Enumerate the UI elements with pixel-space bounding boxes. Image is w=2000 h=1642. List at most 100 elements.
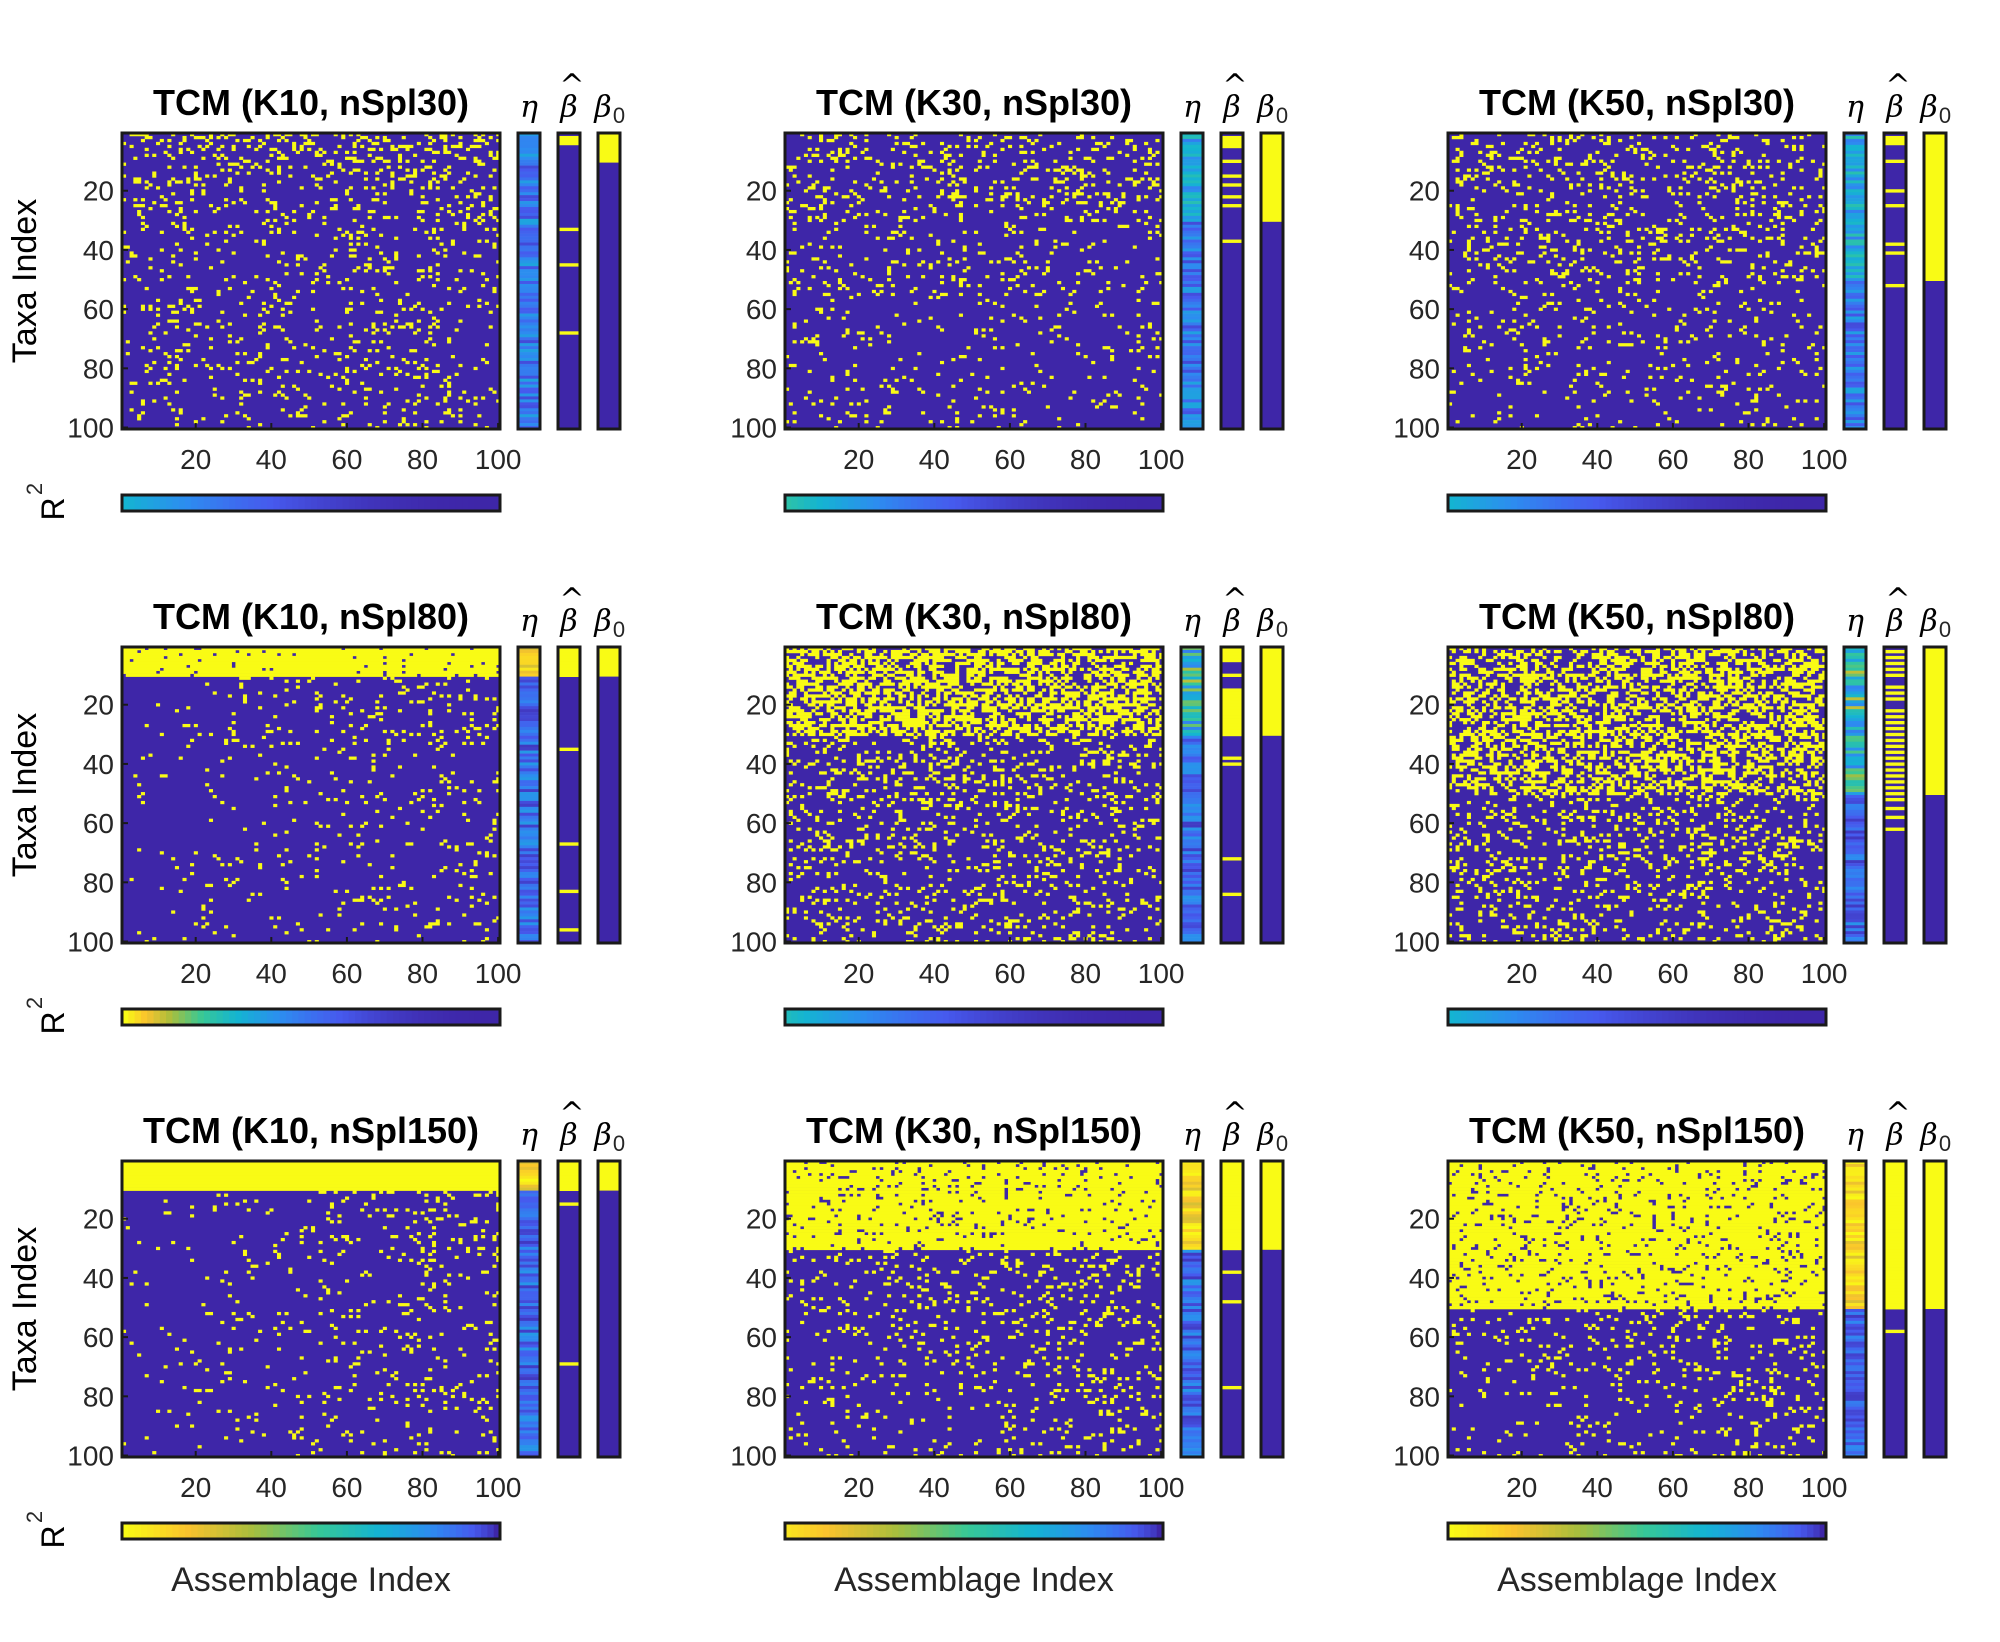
heatmap-cell <box>890 162 895 166</box>
heatmap-cell <box>1094 703 1100 707</box>
heatmap-cell <box>913 726 918 731</box>
heatmap-cell <box>894 718 926 722</box>
heatmap-cell <box>273 762 278 766</box>
heatmap-cell <box>1068 723 1073 728</box>
heatmap-cell <box>913 153 918 157</box>
heatmap-cell <box>977 283 982 288</box>
heatmap-cell <box>224 183 229 187</box>
heatmap-cell <box>1151 369 1156 374</box>
heatmap-cell <box>1667 218 1672 223</box>
heatmap-cell <box>227 883 232 888</box>
heatmap-cell <box>156 322 161 326</box>
heatmap-cell <box>1004 741 1009 745</box>
heatmap-cell <box>337 417 342 421</box>
heatmap-cell <box>905 251 911 255</box>
heatmap-cell <box>322 150 327 155</box>
heatmap-cell <box>788 797 793 802</box>
heatmap-cell <box>841 679 858 683</box>
heatmap-cell <box>1466 168 1471 172</box>
heatmap-cell <box>1463 177 1468 181</box>
heatmap-cell <box>1689 334 1694 338</box>
heatmap-cell <box>367 895 372 899</box>
heatmap-cell <box>258 378 263 382</box>
heatmap-cell <box>276 230 282 234</box>
heatmap-cell <box>333 180 338 184</box>
heatmap-cell <box>496 771 501 775</box>
heatmap-cell <box>1117 694 1126 698</box>
heatmap-cell <box>337 144 342 149</box>
heatmap-cell <box>1121 750 1126 754</box>
heatmap-cell <box>1640 340 1645 344</box>
heatmap-cell <box>454 372 459 377</box>
heatmap-cell <box>1512 319 1517 323</box>
eta-bar-cell <box>518 313 540 317</box>
eta-bar-cell <box>1181 227 1203 231</box>
heatmap-cell <box>439 242 444 246</box>
beta-hat-cell <box>1884 138 1906 143</box>
heatmap-cell <box>386 738 391 743</box>
heatmap-cell <box>239 230 244 234</box>
heatmap-cell <box>424 366 429 371</box>
heatmap-cell <box>1042 289 1047 294</box>
heatmap-cell <box>1712 165 1721 169</box>
heatmap-cell <box>1534 278 1540 282</box>
heatmap-cell <box>462 789 467 793</box>
heatmap-cell <box>140 138 145 143</box>
beta0-background <box>598 647 620 943</box>
heatmap-cell <box>1769 301 1774 305</box>
heatmap-cell <box>488 325 493 329</box>
eta-bar-cell <box>518 334 540 338</box>
r2-bar-cell <box>1049 495 1057 511</box>
heatmap-cell <box>246 417 251 421</box>
heatmap-cell <box>280 307 285 311</box>
eta-bar <box>518 133 540 430</box>
heatmap-cell <box>962 780 967 784</box>
heatmap-cell <box>1470 177 1475 181</box>
heatmap-cell <box>1512 183 1521 187</box>
heatmap-cell <box>1705 180 1710 184</box>
heatmap-cell <box>936 239 941 243</box>
heatmap-cell <box>329 771 334 775</box>
heatmap-cell <box>1629 135 1634 140</box>
heatmap-cell <box>122 162 127 166</box>
heatmap-cell <box>1614 245 1619 249</box>
heatmap-cell <box>122 230 127 234</box>
heatmap-cell <box>431 227 437 231</box>
heatmap-cell <box>386 741 391 745</box>
heatmap-cell <box>492 718 497 722</box>
heatmap-cell <box>178 209 183 214</box>
heatmap-cell <box>276 916 282 920</box>
heatmap-cell <box>887 750 892 754</box>
heatmap-cell <box>379 147 384 152</box>
heatmap-cell <box>1038 652 1054 657</box>
heatmap-cell <box>939 189 945 193</box>
heatmap-cell <box>1106 207 1111 211</box>
heatmap-cell <box>1606 325 1611 329</box>
heatmap-cell <box>397 369 403 374</box>
heatmap-cell <box>382 135 387 140</box>
heatmap-cell <box>137 414 142 418</box>
heatmap-cell <box>989 209 994 214</box>
heatmap-cell <box>439 133 448 137</box>
heatmap-cell <box>397 883 406 888</box>
heatmap-cell <box>295 414 308 418</box>
r2-bar-cell <box>785 495 792 511</box>
heatmap-cell <box>322 162 327 166</box>
heatmap-cell <box>992 685 997 689</box>
heatmap-cell <box>242 697 248 701</box>
heatmap-cell <box>1757 165 1763 169</box>
heatmap-cell <box>1637 141 1642 146</box>
heatmap-cell <box>216 156 221 160</box>
heatmap-cell <box>1614 153 1619 157</box>
eta-bar-cell <box>518 676 540 680</box>
heatmap-cell <box>273 694 278 698</box>
heatmap-cell <box>788 771 793 775</box>
heatmap-cell <box>1780 221 1785 226</box>
r2-bar-cell <box>1611 495 1619 511</box>
heatmap-cell <box>1776 201 1789 205</box>
heatmap-cell <box>1128 679 1137 683</box>
heatmap-cell <box>1807 195 1812 199</box>
heatmap-cell <box>348 824 353 828</box>
heatmap-cell <box>830 156 839 160</box>
heatmap-cell <box>1565 141 1570 146</box>
